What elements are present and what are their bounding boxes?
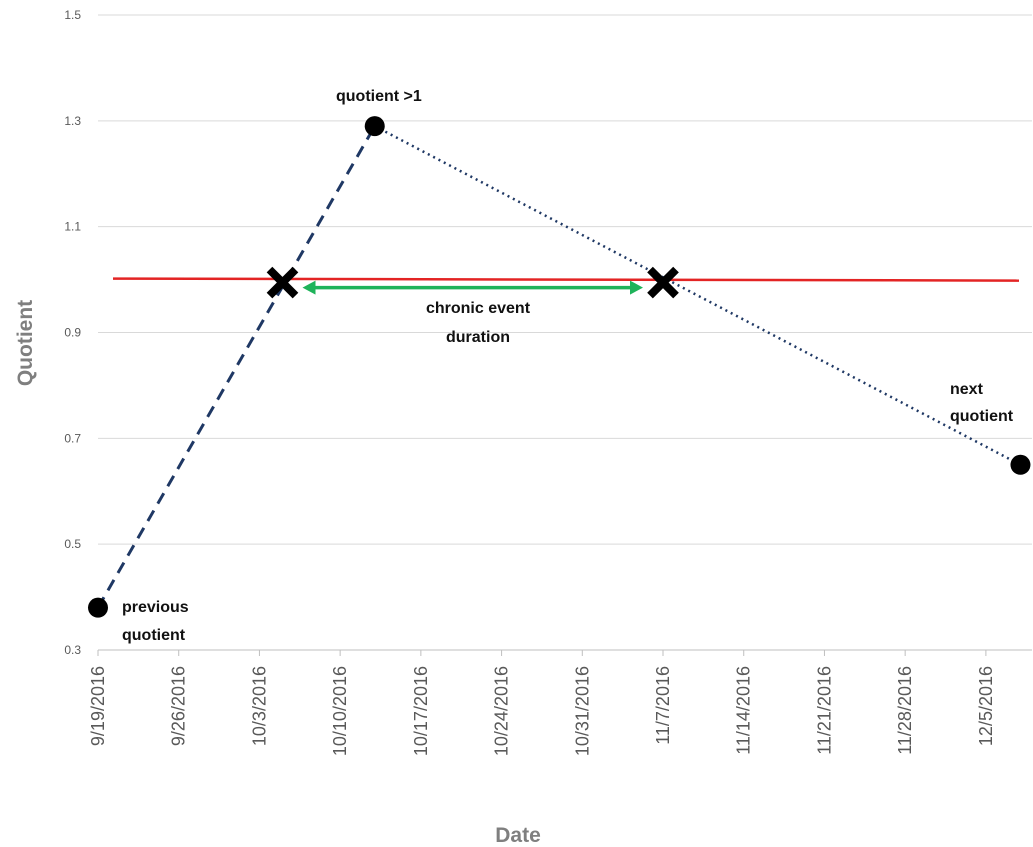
y-tick-label: 0.5 xyxy=(64,537,81,551)
grid-layer xyxy=(97,14,1032,656)
duration-arrow-head-right xyxy=(630,280,644,295)
x-tick-label: 10/10/2016 xyxy=(330,666,350,756)
x-tick-label: 11/28/2016 xyxy=(895,666,915,755)
x-tick-label: 9/26/2016 xyxy=(169,666,189,746)
crossing-marker-end xyxy=(647,266,679,299)
duration-annotation-line2: duration xyxy=(446,329,510,346)
duration-annotation-line1: chronic event xyxy=(426,300,531,317)
x-tick-label: 10/17/2016 xyxy=(411,666,431,756)
y-tick-label: 1.5 xyxy=(64,8,81,22)
y-axis-title: Quotient xyxy=(14,300,37,386)
threshold-line xyxy=(112,277,1020,282)
y-tick-label: 0.9 xyxy=(64,326,81,340)
x-tick-label: 11/7/2016 xyxy=(653,666,673,745)
x-tick-label: 9/19/2016 xyxy=(88,666,108,746)
x-tick-label: 10/24/2016 xyxy=(492,666,512,756)
series-layer xyxy=(96,125,1022,609)
crossing-marker-start xyxy=(266,266,299,299)
rising-dashed-segment xyxy=(96,125,377,609)
x-tick-label: 11/14/2016 xyxy=(734,666,754,755)
y-tick-label: 0.3 xyxy=(64,643,81,657)
y-tick-label: 1.3 xyxy=(64,114,81,128)
previous-quotient-point xyxy=(88,597,108,618)
y-tick-label: 1.1 xyxy=(64,220,81,234)
marker-layer xyxy=(88,116,1031,618)
y-tick-label: 0.7 xyxy=(64,431,81,445)
x-tick-label: 10/3/2016 xyxy=(249,666,269,746)
peak-quotient-point xyxy=(364,116,385,137)
duration-arrow-head-left xyxy=(302,280,316,295)
x-axis-title: Date xyxy=(495,824,541,847)
x-axis-ticks: 9/19/2016 9/26/2016 10/3/2016 10/10/2016 10/… xyxy=(88,666,996,756)
x-tick-label: 12/5/2016 xyxy=(976,666,996,746)
annotations: quotient >1 chronic event duration previ… xyxy=(122,88,1014,644)
previous-annotation-line2: quotient xyxy=(122,627,186,644)
next-annotation-line1: next xyxy=(950,381,984,398)
x-tick-label: 11/21/2016 xyxy=(814,666,834,755)
falling-dotted-segment xyxy=(374,125,1022,466)
peak-annotation: quotient >1 xyxy=(336,88,422,105)
next-quotient-point xyxy=(1010,454,1031,475)
x-tick-label: 10/31/2016 xyxy=(572,666,592,756)
y-axis-ticks: 0.3 0.5 0.7 0.9 1.1 1.3 1.5 xyxy=(64,8,81,657)
previous-annotation-line1: previous xyxy=(122,599,189,616)
next-annotation-line2: quotient xyxy=(950,408,1014,425)
